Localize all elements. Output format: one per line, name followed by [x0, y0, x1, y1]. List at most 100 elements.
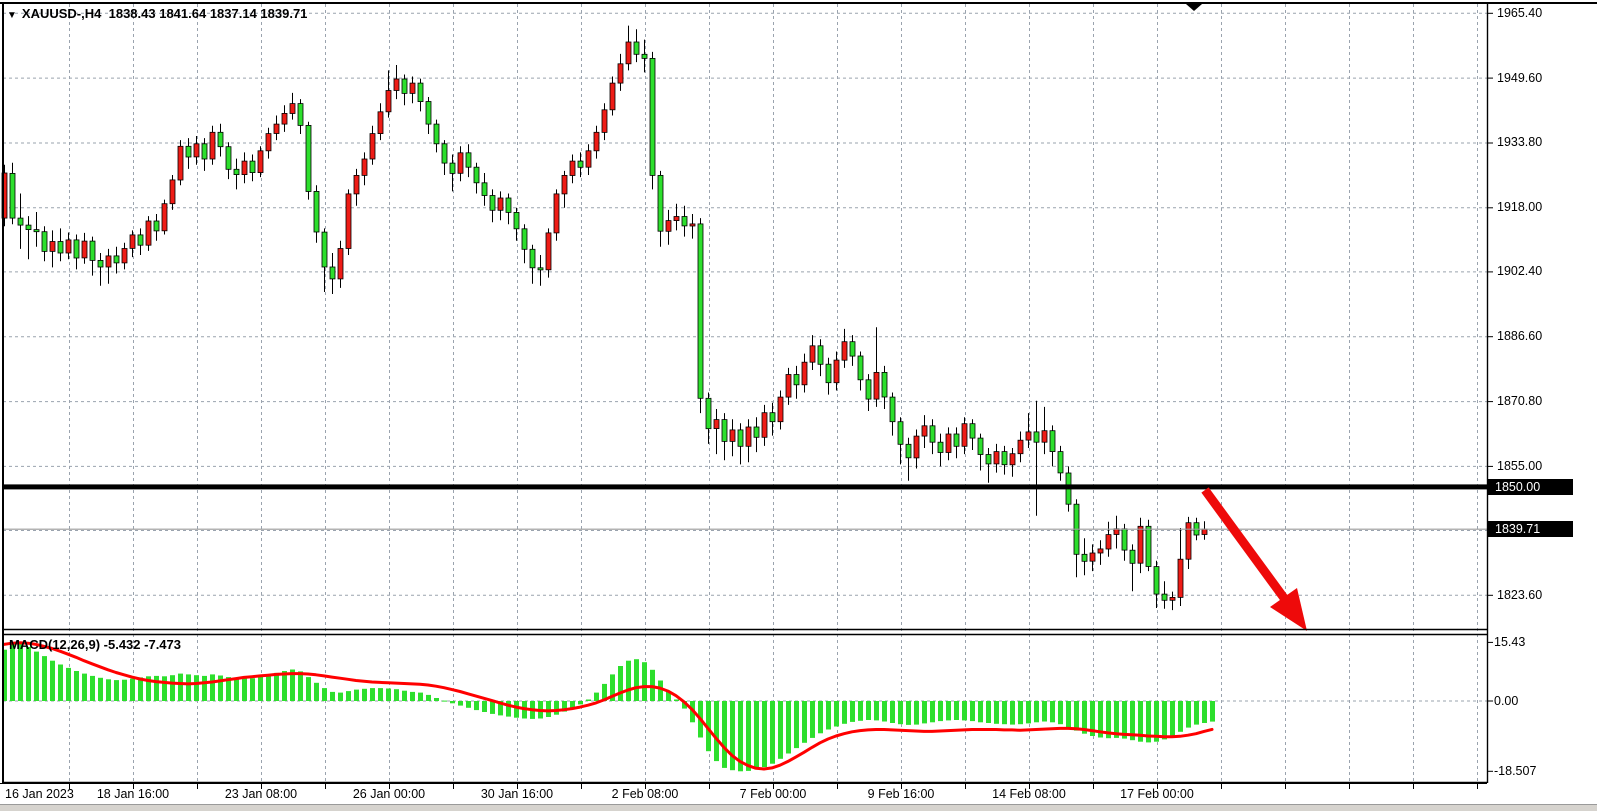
- macd-histogram-bar: [562, 701, 567, 712]
- symbol-timeframe-label: XAUUSD-,H4: [21, 6, 102, 21]
- time-axis-label: 23 Jan 08:00: [224, 787, 298, 801]
- macd-histogram-bar: [1106, 701, 1111, 739]
- macd-histogram-bar: [26, 647, 31, 701]
- ohlc-readout: 1838.43 1841.64 1837.14 1839.71: [108, 6, 308, 21]
- macd-histogram-bar: [578, 701, 583, 705]
- candle-body: [49, 241, 56, 252]
- candle-body: [577, 160, 584, 168]
- macd-histogram-bar: [418, 692, 423, 701]
- macd-histogram-bar: [1130, 701, 1135, 741]
- candle-body: [153, 220, 160, 232]
- macd-histogram-bar: [706, 701, 711, 752]
- macd-histogram-bar: [186, 674, 191, 701]
- macd-histogram-bar: [98, 677, 103, 701]
- macd-histogram-bar: [1138, 701, 1143, 742]
- candle-body: [377, 111, 384, 135]
- time-axis-label: 17 Feb 00:00: [1120, 787, 1194, 801]
- candle-body: [729, 429, 736, 442]
- macd-histogram-bar: [890, 701, 895, 723]
- macd-histogram-bar: [450, 701, 455, 704]
- price-axis[interactable]: [1488, 2, 1597, 783]
- macd-histogram-bar: [914, 701, 919, 725]
- macd-histogram-bar: [314, 682, 319, 701]
- macd-histogram-bar: [1098, 701, 1103, 738]
- macd-histogram-bar: [498, 701, 503, 716]
- macd-histogram-bar: [882, 701, 887, 722]
- macd-histogram-bar: [1042, 701, 1047, 722]
- macd-histogram-bar: [994, 701, 999, 724]
- macd-histogram-bar: [218, 675, 223, 701]
- candle-body: [937, 441, 944, 453]
- macd-histogram-bar: [666, 691, 671, 701]
- macd-histogram-bar: [906, 701, 911, 725]
- candle-body: [1121, 528, 1128, 551]
- candle-body: [681, 216, 688, 227]
- candle-body: [257, 150, 264, 174]
- candle-body: [673, 216, 680, 221]
- macd-histogram-bar: [90, 675, 95, 701]
- candle-body: [185, 145, 192, 158]
- macd-histogram-bar: [1050, 701, 1055, 723]
- candle-body: [1033, 431, 1040, 443]
- candle-body: [809, 345, 816, 363]
- candle-body: [1137, 525, 1144, 564]
- candle-body: [953, 433, 960, 447]
- price-axis-label: 1855.00: [1497, 458, 1543, 473]
- hline-price-badge: 1850.00: [1488, 478, 1573, 495]
- time-axis[interactable]: [0, 783, 1487, 805]
- candle-body: [905, 443, 912, 459]
- macd-axis-label: 15.43: [1494, 634, 1526, 649]
- symbol-dropdown-icon[interactable]: ▼: [7, 10, 17, 21]
- macd-histogram-bar: [802, 701, 807, 743]
- macd-histogram-bar: [146, 676, 151, 701]
- macd-histogram-bar: [946, 701, 951, 721]
- macd-histogram-bar: [322, 688, 327, 701]
- candle-body: [817, 345, 824, 365]
- candle-body: [489, 195, 496, 211]
- horizontal-line-1850[interactable]: [3, 484, 1487, 490]
- candle-body: [929, 425, 936, 443]
- macd-histogram-bar: [962, 701, 967, 721]
- macd-histogram-bar: [786, 701, 791, 754]
- macd-histogram-bar: [274, 672, 279, 701]
- macd-histogram-bar: [1178, 701, 1183, 732]
- macd-histogram-bar: [1058, 701, 1063, 725]
- macd-histogram-bar: [1194, 701, 1199, 725]
- candle-body: [177, 145, 184, 181]
- candle-body: [561, 174, 568, 195]
- macd-histogram-bar: [674, 699, 679, 701]
- candle-body: [1177, 558, 1184, 598]
- down-arrow-annotation[interactable]: [1201, 487, 1307, 631]
- macd-histogram-bar: [922, 701, 927, 724]
- candle-body: [73, 239, 80, 259]
- chart-title: ▼ XAUUSD-,H4 1838.43 1841.64 1837.14 1839…: [7, 6, 307, 21]
- candle-body: [609, 82, 616, 111]
- candle-body: [417, 82, 424, 102]
- macd-histogram-bar: [682, 701, 687, 709]
- macd-histogram-bar: [114, 680, 119, 701]
- macd-histogram-bar: [794, 701, 799, 749]
- candle-body: [81, 240, 88, 259]
- candle-body: [57, 241, 64, 254]
- macd-histogram-bar: [234, 678, 239, 701]
- macd-histogram-bar: [1066, 701, 1071, 728]
- macd-histogram-bar: [506, 701, 511, 717]
- bid-price-badge: 1839.71: [1488, 521, 1573, 538]
- macd-histogram-bar: [722, 701, 727, 768]
- candle-body: [425, 101, 432, 125]
- candle-body: [537, 267, 544, 271]
- candle-body: [201, 143, 208, 160]
- candle-body: [993, 451, 1000, 465]
- candle-body: [569, 160, 576, 176]
- chart-shift-marker-icon[interactable]: [1186, 4, 1202, 11]
- candle-body: [513, 211, 520, 230]
- candle-body: [1049, 430, 1056, 453]
- macd-histogram-bar: [242, 677, 247, 701]
- price-axis-label: 1870.80: [1497, 394, 1543, 409]
- macd-histogram-bar: [378, 688, 383, 701]
- macd-histogram-bar: [746, 701, 751, 771]
- candle-body: [833, 359, 840, 384]
- candle-body: [705, 397, 712, 430]
